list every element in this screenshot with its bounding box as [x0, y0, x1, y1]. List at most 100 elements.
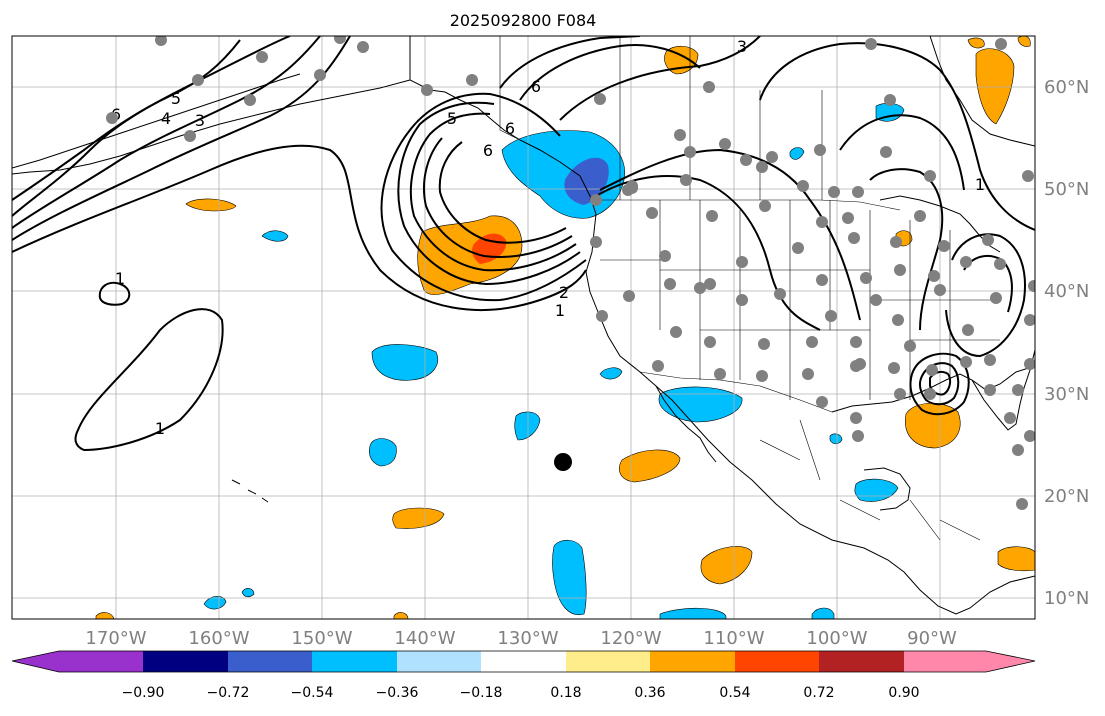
contour-1-ne-pacific [12, 144, 587, 311]
station-dot [623, 290, 635, 302]
station-dot [706, 210, 718, 222]
colorbar-segment [650, 651, 735, 672]
colorbar-segments [12, 651, 1035, 672]
colorbar-segment [819, 651, 904, 672]
contour-label: 5 [447, 109, 457, 128]
positive-anomaly-hudson [975, 48, 1015, 125]
contour-lines [12, 36, 1035, 452]
contour-label: 3 [195, 111, 205, 130]
aleutians [12, 73, 301, 169]
colorbar-tick-labels: −0.90 −0.72 −0.54 −0.36 −0.18 0.18 0.36 … [122, 685, 920, 701]
contour-1-pacific-oval [74, 308, 224, 452]
map-frame [11, 35, 1036, 620]
station-dot [594, 93, 606, 105]
station-dot [938, 240, 950, 252]
station-dot [995, 38, 1007, 50]
positive-anomaly-caribbean [997, 546, 1035, 572]
lat-lon-grid [12, 36, 1035, 619]
contour-label: 1 [555, 301, 565, 320]
contour-label: 4 [161, 109, 171, 128]
station-dot [928, 270, 940, 282]
baja-peninsula [655, 385, 717, 463]
station-dot [1024, 358, 1035, 370]
yucatan [863, 467, 911, 511]
station-dot [694, 282, 706, 294]
colorbar-extend-max [986, 651, 1035, 672]
contour-alaska-5 [499, 36, 641, 89]
station-dot [884, 94, 896, 106]
negative-anomaly-4 [514, 411, 541, 441]
lat-tick-label: 50°N [1044, 179, 1089, 200]
station-dot [1012, 444, 1024, 456]
contour-aleutian-3 [12, 39, 241, 201]
lat-tick-label: 30°N [1044, 384, 1089, 405]
station-dot [756, 161, 768, 173]
contour-1-canada [599, 148, 861, 321]
station-dot [816, 396, 828, 408]
station-dot [880, 146, 892, 158]
station-dot [590, 236, 602, 248]
station-dot [756, 370, 768, 382]
station-dot [1012, 384, 1024, 396]
station-dot [797, 180, 809, 192]
map-title: 2025092800 F084 [450, 11, 597, 30]
station-dot [914, 210, 926, 222]
station-dot [1022, 170, 1034, 182]
station-dot [652, 360, 664, 372]
contour-label: 1 [975, 175, 985, 194]
colorbar-segment [312, 651, 397, 672]
contour-east-ring [945, 233, 1026, 358]
positive-anomaly-7 [95, 612, 115, 619]
colorbar-segment [735, 651, 819, 672]
station-dot [860, 272, 872, 284]
negative-anomaly-3 [369, 438, 397, 467]
negative-anomaly-12 [829, 433, 843, 445]
lon-tick-label: 120°W [600, 628, 661, 649]
station-dot [1004, 412, 1016, 424]
station-dot [106, 112, 118, 124]
contour-2-ring [380, 92, 587, 302]
station-dot [659, 250, 671, 262]
station-dot [703, 81, 715, 93]
station-dot [192, 74, 204, 86]
political-borders [499, 36, 1000, 541]
station-dot [704, 278, 716, 290]
lon-tick-label: 100°W [806, 628, 867, 649]
station-dot [244, 94, 256, 106]
contour-hudson-2 [839, 114, 965, 191]
negative-anomaly-8 [599, 367, 623, 380]
colorbar-tick-label: −0.18 [460, 685, 503, 701]
contour-hudson-1 [759, 42, 1035, 231]
negative-anomaly-9 [659, 607, 727, 619]
station-dot [842, 212, 854, 224]
station-dot [1024, 314, 1035, 326]
colorbar-outline [11, 650, 1036, 673]
station-dots [106, 36, 1035, 510]
positive-anomaly-6 [393, 612, 409, 619]
lon-tick-label: 140°W [394, 628, 455, 649]
us-mexico-border [639, 371, 833, 413]
colorbar-segment [566, 651, 650, 672]
station-dot [892, 314, 904, 326]
station-dot [680, 174, 692, 186]
station-dot [792, 242, 804, 254]
station-dot [982, 234, 994, 246]
contour-6-ring [438, 141, 567, 244]
colorbar-tick-label: −0.90 [122, 685, 165, 701]
negative-anomaly-11 [789, 147, 805, 160]
station-dot [850, 412, 862, 424]
station-dot [334, 36, 346, 44]
contour-5-ring [422, 137, 573, 258]
contour-alaska-3 [559, 36, 761, 121]
contour-4-ring [409, 112, 577, 272]
negative-anomaly-1 [371, 344, 438, 381]
station-dot [870, 294, 882, 306]
station-dot [314, 69, 326, 81]
station-dot [256, 51, 268, 63]
station-dot [626, 182, 638, 194]
station-dot [421, 84, 433, 96]
station-dot [984, 384, 996, 396]
station-dot [960, 256, 972, 268]
positive-anomaly-5 [700, 546, 753, 585]
station-dot [890, 236, 902, 248]
